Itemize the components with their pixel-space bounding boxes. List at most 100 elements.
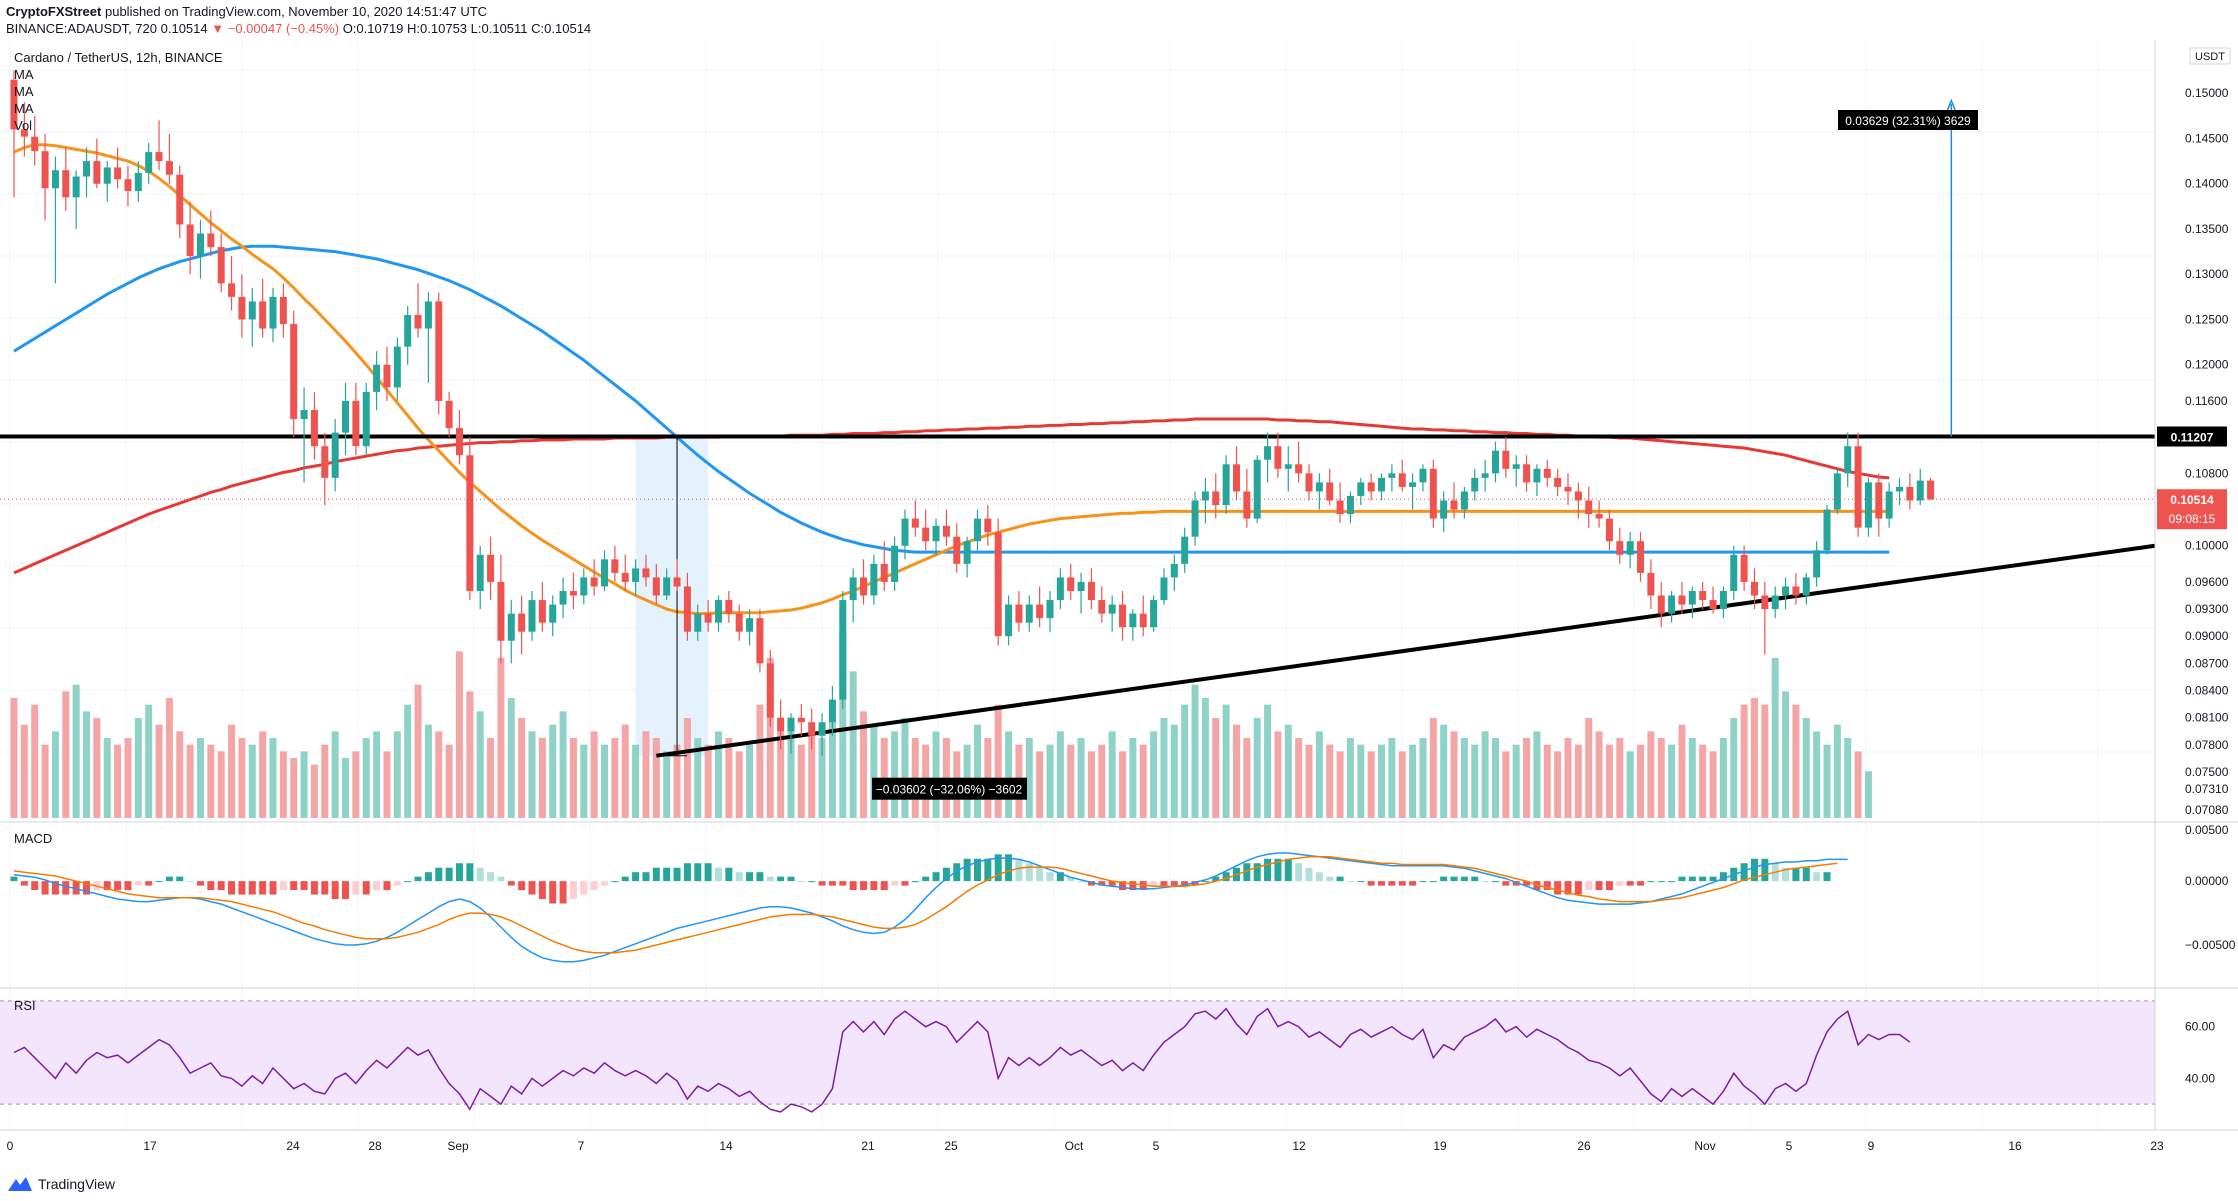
price-chart[interactable]: USDT 0.15000 0.14500 0.14000 0.13500 0.13000 0…	[0, 40, 2238, 1176]
candle	[849, 568, 857, 623]
candle-body	[321, 446, 329, 478]
volume-bar	[62, 691, 70, 818]
volume-bar	[1274, 731, 1282, 818]
candle	[1792, 572, 1800, 605]
candle-body	[1864, 482, 1872, 528]
candle	[1657, 581, 1665, 628]
candle	[860, 559, 868, 605]
candle	[507, 600, 515, 664]
macd-histogram-bar	[114, 881, 122, 891]
candle-body	[518, 613, 526, 632]
macd-histogram-bar	[1067, 876, 1075, 882]
time-tick-label: 9	[1868, 1139, 1875, 1153]
candle	[818, 713, 826, 756]
candle	[870, 554, 878, 605]
volume-bar	[1025, 738, 1033, 818]
candle-body	[1771, 595, 1779, 610]
price-tick-label: 0.07310	[2185, 782, 2229, 796]
candle-body	[331, 432, 339, 478]
candle-body	[1077, 581, 1085, 591]
candle-body	[1823, 509, 1831, 551]
candle-body	[1833, 473, 1841, 510]
candle-body	[1367, 482, 1375, 492]
candle-body	[1170, 563, 1178, 578]
candle	[196, 219, 204, 279]
candle	[1212, 473, 1220, 519]
candle	[20, 102, 28, 157]
price-tick-label: 0.14000	[2185, 177, 2229, 191]
volume-bar	[455, 651, 463, 818]
candle-body	[1087, 581, 1095, 601]
price-tick-label: 0.11600	[2185, 394, 2228, 408]
candle	[1864, 477, 1872, 537]
candle-body	[953, 536, 961, 564]
candle-body	[756, 618, 764, 664]
macd-histogram-bar	[1595, 881, 1603, 891]
candle	[155, 120, 163, 171]
candle	[973, 509, 981, 551]
candle	[404, 305, 412, 365]
macd-histogram-bar	[963, 858, 971, 882]
candle-body	[404, 314, 412, 347]
candle	[777, 699, 785, 750]
macd-histogram-bar	[1077, 881, 1085, 883]
volume-bar	[652, 738, 660, 818]
candle-body	[1274, 446, 1282, 469]
candle-body	[497, 581, 505, 641]
candle	[1699, 581, 1707, 610]
volume-bar	[891, 731, 899, 818]
candle	[1719, 586, 1727, 619]
candles[interactable]	[10, 70, 1935, 756]
macd-histogram-bar	[145, 881, 153, 886]
volume-bar	[352, 751, 360, 818]
volume-bar	[1170, 724, 1178, 818]
macd-histogram-bar	[1574, 881, 1582, 895]
volume-bar	[1481, 731, 1489, 818]
volume-bar	[155, 724, 163, 818]
candle	[1150, 595, 1158, 632]
macd-histogram-bar	[538, 881, 546, 900]
candle	[1896, 477, 1904, 506]
candle	[673, 559, 681, 591]
rsi-label: RSI	[14, 998, 36, 1013]
macd-histogram-bar	[1460, 876, 1468, 882]
candle-body	[984, 518, 992, 533]
candle	[953, 523, 961, 573]
volume-bar	[808, 731, 816, 818]
candle	[528, 590, 536, 641]
candle	[1005, 595, 1013, 646]
candle	[1139, 595, 1147, 637]
legend-ma-1: MA	[14, 67, 34, 82]
volume-bar	[1243, 738, 1251, 818]
candle	[487, 536, 495, 601]
rsi-line	[13, 1007, 1911, 1113]
volume-bar	[1719, 738, 1727, 818]
candle-body	[435, 301, 443, 401]
candle-body	[1574, 491, 1582, 501]
candle-body	[1802, 577, 1810, 596]
legend-ma-2: MA	[14, 84, 34, 99]
macd-histogram-bar	[155, 881, 163, 883]
volume-bar	[1730, 718, 1738, 818]
candle	[1543, 459, 1551, 487]
volume-bar	[973, 724, 981, 818]
macd-histogram-bar	[901, 881, 909, 886]
volume-bar	[1502, 751, 1510, 818]
price-tick-label: 0.07080	[2185, 803, 2229, 817]
candle-body	[10, 79, 18, 130]
volume-bar	[134, 718, 142, 818]
volume-bar	[186, 744, 194, 818]
candle	[31, 115, 39, 166]
price-tick-label: 0.09300	[2185, 602, 2229, 616]
candle	[145, 143, 153, 184]
tradingview-logo[interactable]: TradingView	[8, 1176, 115, 1192]
macd-histogram-bar	[176, 876, 184, 882]
candle	[756, 609, 764, 673]
volume-bar	[1491, 738, 1499, 818]
candle	[290, 310, 298, 438]
candle-body	[1346, 495, 1354, 515]
macd-histogram-bar	[839, 881, 847, 886]
candle	[1087, 568, 1095, 610]
candle	[186, 201, 194, 275]
candle	[1326, 468, 1334, 506]
